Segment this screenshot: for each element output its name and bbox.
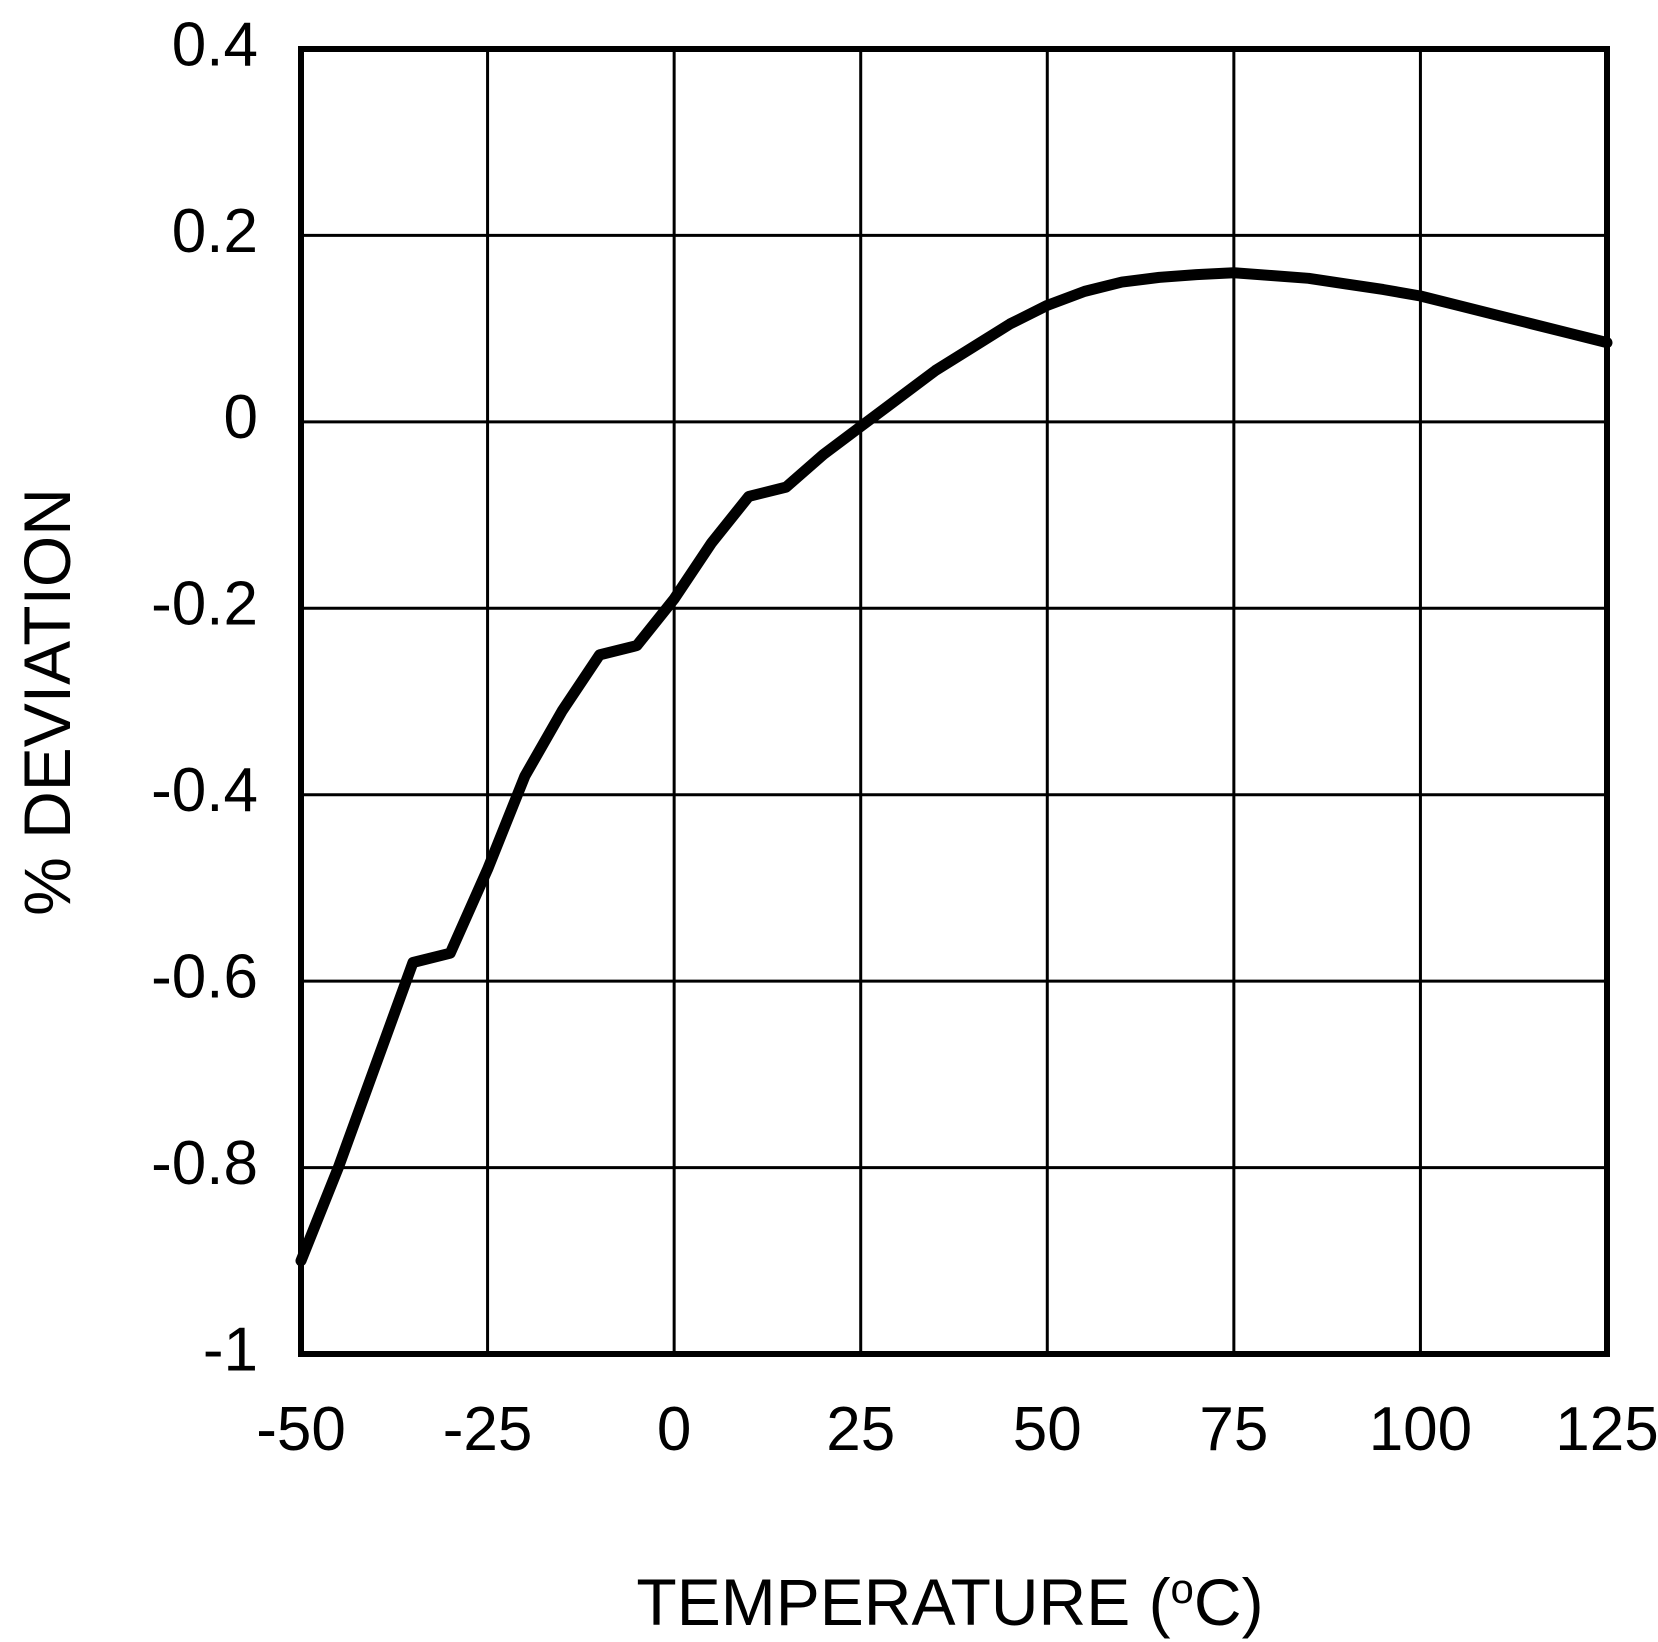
series-layer — [295, 267, 1613, 1267]
y-tick-label: -0.4 — [151, 756, 258, 825]
x-tick-label: 100 — [1369, 1395, 1472, 1464]
x-axis-title-suffix: C) — [1194, 1565, 1264, 1639]
x-axis-title-main: TEMPERATURE ( — [636, 1565, 1170, 1639]
grid — [299, 47, 1609, 1356]
x-tick-label: -25 — [443, 1395, 533, 1464]
y-axis-ticks: 0.4 0.2 0 -0.2 -0.4 -0.6 -0.8 -1 — [151, 10, 258, 1384]
y-tick-label: -0.8 — [151, 1129, 258, 1198]
y-tick-label: 0.4 — [172, 10, 258, 79]
x-tick-label: 125 — [1555, 1395, 1658, 1464]
series-line — [295, 267, 1613, 1267]
plot-frame — [298, 46, 1610, 1357]
x-tick-label: -50 — [256, 1395, 346, 1464]
y-tick-label: 0 — [224, 383, 258, 452]
y-tick-label: -0.6 — [151, 943, 258, 1012]
x-axis-title: TEMPERATURE (oC) — [636, 1565, 1263, 1639]
y-tick-label: -0.2 — [151, 570, 258, 639]
x-tick-label: 0 — [657, 1395, 691, 1464]
x-tick-label: 75 — [1199, 1395, 1268, 1464]
x-axis-ticks: -50 -25 0 25 50 75 100 125 — [256, 1395, 1658, 1464]
x-axis-title-superscript: o — [1171, 1565, 1194, 1612]
y-axis-title: % DEVIATION — [10, 488, 84, 916]
y-tick-label: 0.2 — [172, 197, 258, 266]
y-tick-label: -1 — [203, 1315, 258, 1384]
x-tick-label: 50 — [1013, 1395, 1082, 1464]
x-tick-label: 25 — [826, 1395, 895, 1464]
